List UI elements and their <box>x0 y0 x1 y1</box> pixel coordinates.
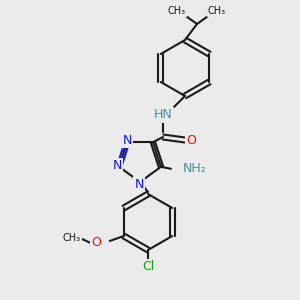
Text: O: O <box>91 236 101 250</box>
Text: CH₃: CH₃ <box>168 6 186 16</box>
Text: N: N <box>122 134 132 147</box>
Text: O: O <box>186 134 196 146</box>
Text: N: N <box>112 159 122 172</box>
Text: CH₃: CH₃ <box>63 233 81 243</box>
Text: CH₃: CH₃ <box>208 6 226 16</box>
Text: HN: HN <box>154 109 172 122</box>
Text: N: N <box>134 178 144 190</box>
Text: Cl: Cl <box>142 260 154 274</box>
Text: NH₂: NH₂ <box>183 162 207 175</box>
